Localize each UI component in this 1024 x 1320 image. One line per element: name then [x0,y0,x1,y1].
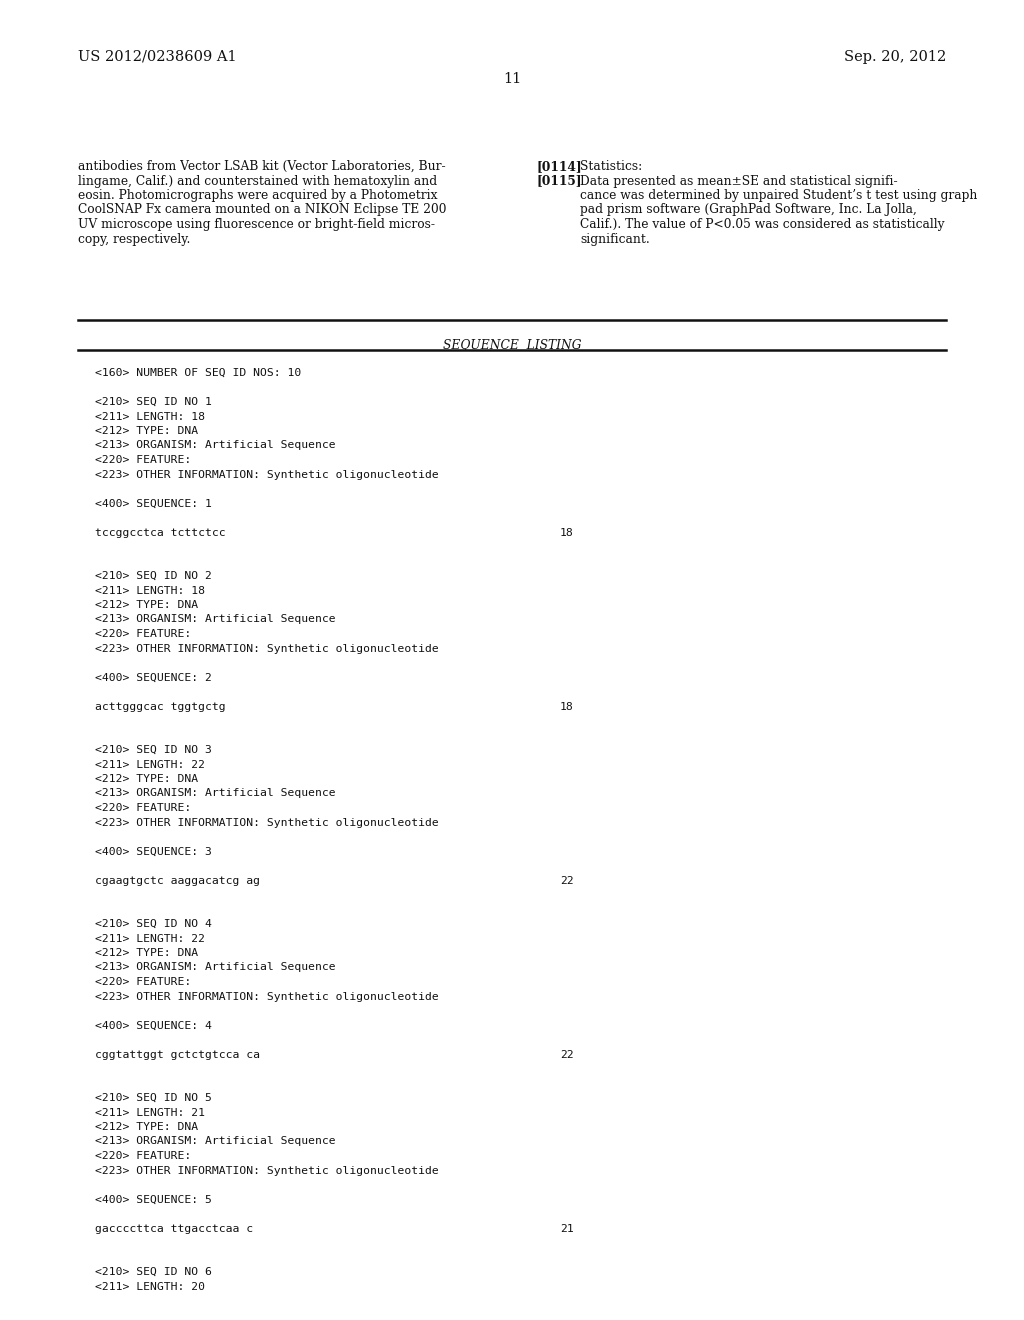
Text: tccggcctca tcttctcc: tccggcctca tcttctcc [95,528,225,537]
Text: <400> SEQUENCE: 5: <400> SEQUENCE: 5 [95,1195,212,1204]
Text: Data presented as mean±SE and statistical signifi-: Data presented as mean±SE and statistica… [580,174,898,187]
Text: 18: 18 [560,528,573,537]
Text: antibodies from Vector LSAB kit (Vector Laboratories, Bur-: antibodies from Vector LSAB kit (Vector … [78,160,445,173]
Text: <210> SEQ ID NO 5: <210> SEQ ID NO 5 [95,1093,212,1104]
Text: copy, respectively.: copy, respectively. [78,232,190,246]
Text: <213> ORGANISM: Artificial Sequence: <213> ORGANISM: Artificial Sequence [95,615,336,624]
Text: <210> SEQ ID NO 2: <210> SEQ ID NO 2 [95,572,212,581]
Text: <212> TYPE: DNA: <212> TYPE: DNA [95,1122,198,1133]
Text: Statistics:: Statistics: [580,160,642,173]
Text: Calif.). The value of P<0.05 was considered as statistically: Calif.). The value of P<0.05 was conside… [580,218,944,231]
Text: <220> FEATURE:: <220> FEATURE: [95,455,191,465]
Text: <211> LENGTH: 22: <211> LENGTH: 22 [95,759,205,770]
Text: <212> TYPE: DNA: <212> TYPE: DNA [95,601,198,610]
Text: <211> LENGTH: 22: <211> LENGTH: 22 [95,933,205,944]
Text: gaccccttca ttgacctcaa c: gaccccttca ttgacctcaa c [95,1224,253,1233]
Text: pad prism software (GraphPad Software, Inc. La Jolla,: pad prism software (GraphPad Software, I… [580,203,916,216]
Text: <223> OTHER INFORMATION: Synthetic oligonucleotide: <223> OTHER INFORMATION: Synthetic oligo… [95,817,438,828]
Text: [0114]: [0114] [536,160,582,173]
Text: UV microscope using fluorescence or bright-field micros-: UV microscope using fluorescence or brig… [78,218,435,231]
Text: <220> FEATURE:: <220> FEATURE: [95,803,191,813]
Text: <223> OTHER INFORMATION: Synthetic oligonucleotide: <223> OTHER INFORMATION: Synthetic oligo… [95,470,438,479]
Text: <400> SEQUENCE: 3: <400> SEQUENCE: 3 [95,846,212,857]
Text: <211> LENGTH: 18: <211> LENGTH: 18 [95,412,205,421]
Text: <210> SEQ ID NO 4: <210> SEQ ID NO 4 [95,919,212,929]
Text: <211> LENGTH: 21: <211> LENGTH: 21 [95,1107,205,1118]
Text: <210> SEQ ID NO 6: <210> SEQ ID NO 6 [95,1267,212,1276]
Text: eosin. Photomicrographs were acquired by a Photometrix: eosin. Photomicrographs were acquired by… [78,189,437,202]
Text: <160> NUMBER OF SEQ ID NOS: 10: <160> NUMBER OF SEQ ID NOS: 10 [95,368,301,378]
Text: <223> OTHER INFORMATION: Synthetic oligonucleotide: <223> OTHER INFORMATION: Synthetic oligo… [95,644,438,653]
Text: cance was determined by unpaired Student’s t test using graph: cance was determined by unpaired Student… [580,189,977,202]
Text: <400> SEQUENCE: 4: <400> SEQUENCE: 4 [95,1020,212,1031]
Text: <223> OTHER INFORMATION: Synthetic oligonucleotide: <223> OTHER INFORMATION: Synthetic oligo… [95,991,438,1002]
Text: <400> SEQUENCE: 2: <400> SEQUENCE: 2 [95,672,212,682]
Text: <211> LENGTH: 20: <211> LENGTH: 20 [95,1282,205,1291]
Text: <213> ORGANISM: Artificial Sequence: <213> ORGANISM: Artificial Sequence [95,788,336,799]
Text: 21: 21 [560,1224,573,1233]
Text: US 2012/0238609 A1: US 2012/0238609 A1 [78,50,237,63]
Text: <213> ORGANISM: Artificial Sequence: <213> ORGANISM: Artificial Sequence [95,1137,336,1147]
Text: <220> FEATURE:: <220> FEATURE: [95,630,191,639]
Text: 22: 22 [560,875,573,886]
Text: [0115]: [0115] [536,174,582,187]
Text: <220> FEATURE:: <220> FEATURE: [95,977,191,987]
Text: Sep. 20, 2012: Sep. 20, 2012 [844,50,946,63]
Text: cgaagtgctc aaggacatcg ag: cgaagtgctc aaggacatcg ag [95,875,260,886]
Text: SEQUENCE  LISTING: SEQUENCE LISTING [442,338,582,351]
Text: <213> ORGANISM: Artificial Sequence: <213> ORGANISM: Artificial Sequence [95,441,336,450]
Text: <220> FEATURE:: <220> FEATURE: [95,1151,191,1162]
Text: <400> SEQUENCE: 1: <400> SEQUENCE: 1 [95,499,212,508]
Text: CoolSNAP Fx camera mounted on a NIKON Eclipse TE 200: CoolSNAP Fx camera mounted on a NIKON Ec… [78,203,446,216]
Text: 18: 18 [560,701,573,711]
Text: <212> TYPE: DNA: <212> TYPE: DNA [95,948,198,958]
Text: significant.: significant. [580,232,650,246]
Text: cggtattggt gctctgtcca ca: cggtattggt gctctgtcca ca [95,1049,260,1060]
Text: lingame, Calif.) and counterstained with hematoxylin and: lingame, Calif.) and counterstained with… [78,174,437,187]
Text: <212> TYPE: DNA: <212> TYPE: DNA [95,774,198,784]
Text: <223> OTHER INFORMATION: Synthetic oligonucleotide: <223> OTHER INFORMATION: Synthetic oligo… [95,1166,438,1176]
Text: 22: 22 [560,1049,573,1060]
Text: <210> SEQ ID NO 1: <210> SEQ ID NO 1 [95,397,212,407]
Text: 11: 11 [503,73,521,86]
Text: <210> SEQ ID NO 3: <210> SEQ ID NO 3 [95,744,212,755]
Text: <213> ORGANISM: Artificial Sequence: <213> ORGANISM: Artificial Sequence [95,962,336,973]
Text: <212> TYPE: DNA: <212> TYPE: DNA [95,426,198,436]
Text: acttgggcac tggtgctg: acttgggcac tggtgctg [95,701,225,711]
Text: <211> LENGTH: 18: <211> LENGTH: 18 [95,586,205,595]
